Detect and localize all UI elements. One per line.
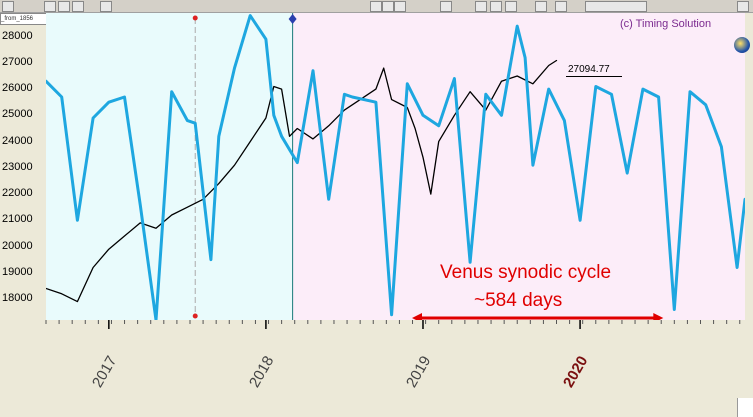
toolbar-button[interactable] <box>505 1 517 12</box>
toolbar-button[interactable] <box>382 1 394 12</box>
toolbar-button[interactable] <box>2 1 14 12</box>
cycle-annotation-length: ~584 days <box>474 290 563 311</box>
marker-red-bottom <box>192 313 198 319</box>
globe-icon[interactable] <box>734 37 750 53</box>
cycle-arrow-head-right <box>653 313 664 320</box>
x-tick-label: 2019 <box>402 353 435 391</box>
toolbar-field[interactable] <box>585 1 647 12</box>
y-tick-label: 22000 <box>2 187 33 200</box>
y-tick-label: 26000 <box>2 82 33 95</box>
toolbar-button[interactable] <box>58 1 70 12</box>
current-date-marker <box>288 14 297 24</box>
toolbar-button[interactable] <box>440 1 452 12</box>
file-name-tag: _from_1856 <box>0 13 47 25</box>
x-tick-label: 2017 <box>88 353 121 391</box>
toolbar-button[interactable] <box>100 1 112 12</box>
y-tick-label: 18000 <box>2 292 33 304</box>
x-tick-label: 2018 <box>245 353 278 391</box>
y-tick-label: 19000 <box>2 265 33 278</box>
toolbar-button[interactable] <box>555 1 567 12</box>
toolbar-button[interactable] <box>535 1 547 12</box>
price-line <box>46 59 558 303</box>
scroll-corner <box>737 398 753 417</box>
cycle-annotation-title: Venus synodic cycle <box>440 262 612 283</box>
y-tick-label: 28000 <box>2 29 33 42</box>
copyright-label: (c) Timing Solution <box>620 18 712 30</box>
toolbar-button[interactable] <box>475 1 487 12</box>
toolbar-button[interactable] <box>72 1 84 12</box>
x-axis-bar: 2017 2018 2019 2020 <box>0 320 753 417</box>
toolbar-button[interactable] <box>737 1 749 12</box>
y-tick-label: 23000 <box>2 160 33 173</box>
chart-plot-area[interactable] <box>46 13 745 320</box>
y-tick-label: 25000 <box>2 108 33 121</box>
x-axis-ticks <box>45 320 741 329</box>
y-tick-label: 27000 <box>2 55 33 68</box>
cycle-arrow-head-left <box>411 313 422 320</box>
cycle-projection-line <box>46 14 745 320</box>
y-tick-label: 24000 <box>2 134 33 147</box>
toolbar-button[interactable] <box>394 1 406 12</box>
toolbar-button[interactable] <box>370 1 382 12</box>
y-tick-label: 21000 <box>2 213 33 226</box>
last-price-label: 27094.77 <box>566 64 622 77</box>
toolbar <box>0 0 753 13</box>
toolbar-button[interactable] <box>44 1 56 12</box>
future-region-bg <box>292 13 745 320</box>
past-region-bg <box>46 13 293 320</box>
x-tick-label: 2020 <box>560 353 592 391</box>
toolbar-button[interactable] <box>490 1 502 12</box>
marker-red-top <box>192 15 198 21</box>
y-tick-label: 20000 <box>2 239 33 252</box>
